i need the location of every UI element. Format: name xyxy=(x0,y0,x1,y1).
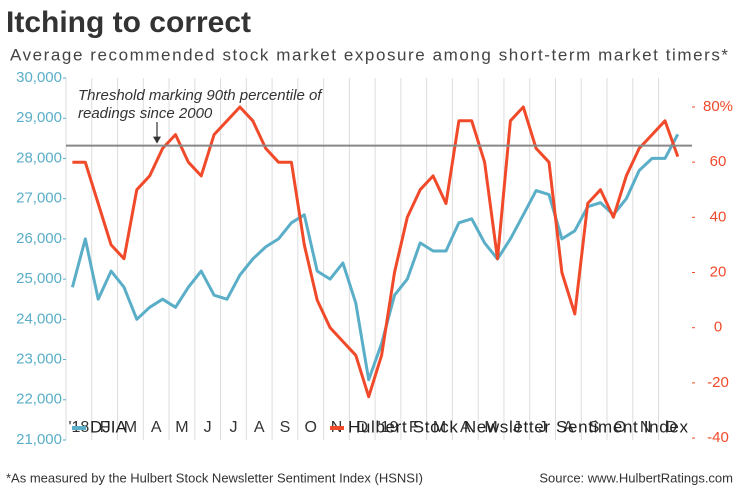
x-tick-label: F xyxy=(409,419,419,436)
y-tick-label: 26,000 xyxy=(16,230,62,247)
x-tick-label: D xyxy=(666,419,678,436)
x-tick-label: M xyxy=(175,419,188,436)
y2-tick-label: 20 xyxy=(710,263,727,280)
series-line xyxy=(72,105,680,399)
y-tick-label: 27,000 xyxy=(16,190,62,207)
y-tick-label: 28,000 xyxy=(16,149,62,166)
annotation-arrowhead xyxy=(153,136,161,144)
series-line xyxy=(70,133,680,382)
x-tick-label: A xyxy=(460,419,471,436)
annotation: Threshold marking 90th percentile of read… xyxy=(78,87,323,122)
y-tick-label: 30,000 xyxy=(16,69,62,86)
y-tick-label: 24,000 xyxy=(16,310,62,327)
x-tick-label: O xyxy=(305,419,317,436)
x-tick-label: S xyxy=(280,419,291,436)
y2-tick-label: 40 xyxy=(710,208,727,225)
y2-tick-label: -40 xyxy=(707,429,729,446)
y2-tick-label: 0 xyxy=(714,319,722,336)
legend-label: Hulbert Stock Newsletter Sentiment Index xyxy=(348,417,689,436)
y-tick-label: 25,000 xyxy=(16,270,62,287)
x-tick-label: '19 xyxy=(378,419,399,436)
y-tick-label: 29,000 xyxy=(16,109,62,126)
y2-tick-label: 80% xyxy=(703,98,733,115)
chart-title: Itching to correct xyxy=(6,6,251,39)
x-tick-label: A xyxy=(151,419,162,436)
x-tick-label: N xyxy=(640,419,652,436)
y2-tick-label: -20 xyxy=(707,374,729,391)
x-tick-label: O xyxy=(614,419,626,436)
x-tick-label: J xyxy=(539,419,547,436)
x-tick-label: F xyxy=(100,419,110,436)
y-tick-label: 22,000 xyxy=(16,391,62,408)
x-tick-label: M xyxy=(124,419,137,436)
source: Source: www.HulbertRatings.com xyxy=(539,470,733,485)
x-tick-label: D xyxy=(356,419,368,436)
x-tick-label: J xyxy=(204,419,212,436)
y2-tick-label: 60 xyxy=(710,153,727,170)
x-tick-label: A xyxy=(563,419,574,436)
x-tick-label: S xyxy=(589,419,600,436)
y-tick-label: 23,000 xyxy=(16,351,62,368)
chart-subtitle: Average recommended stock market exposur… xyxy=(10,45,728,64)
y-tick-label: 21,000 xyxy=(16,431,62,448)
legend-label: DJIA xyxy=(90,417,128,436)
x-tick-label: M xyxy=(484,419,497,436)
x-tick-label: J xyxy=(229,419,237,436)
footnote: *As measured by the Hulbert Stock Newsle… xyxy=(6,470,423,485)
x-tick-label: A xyxy=(254,419,265,436)
x-tick-label: J xyxy=(513,419,521,436)
x-tick-label: M xyxy=(433,419,446,436)
